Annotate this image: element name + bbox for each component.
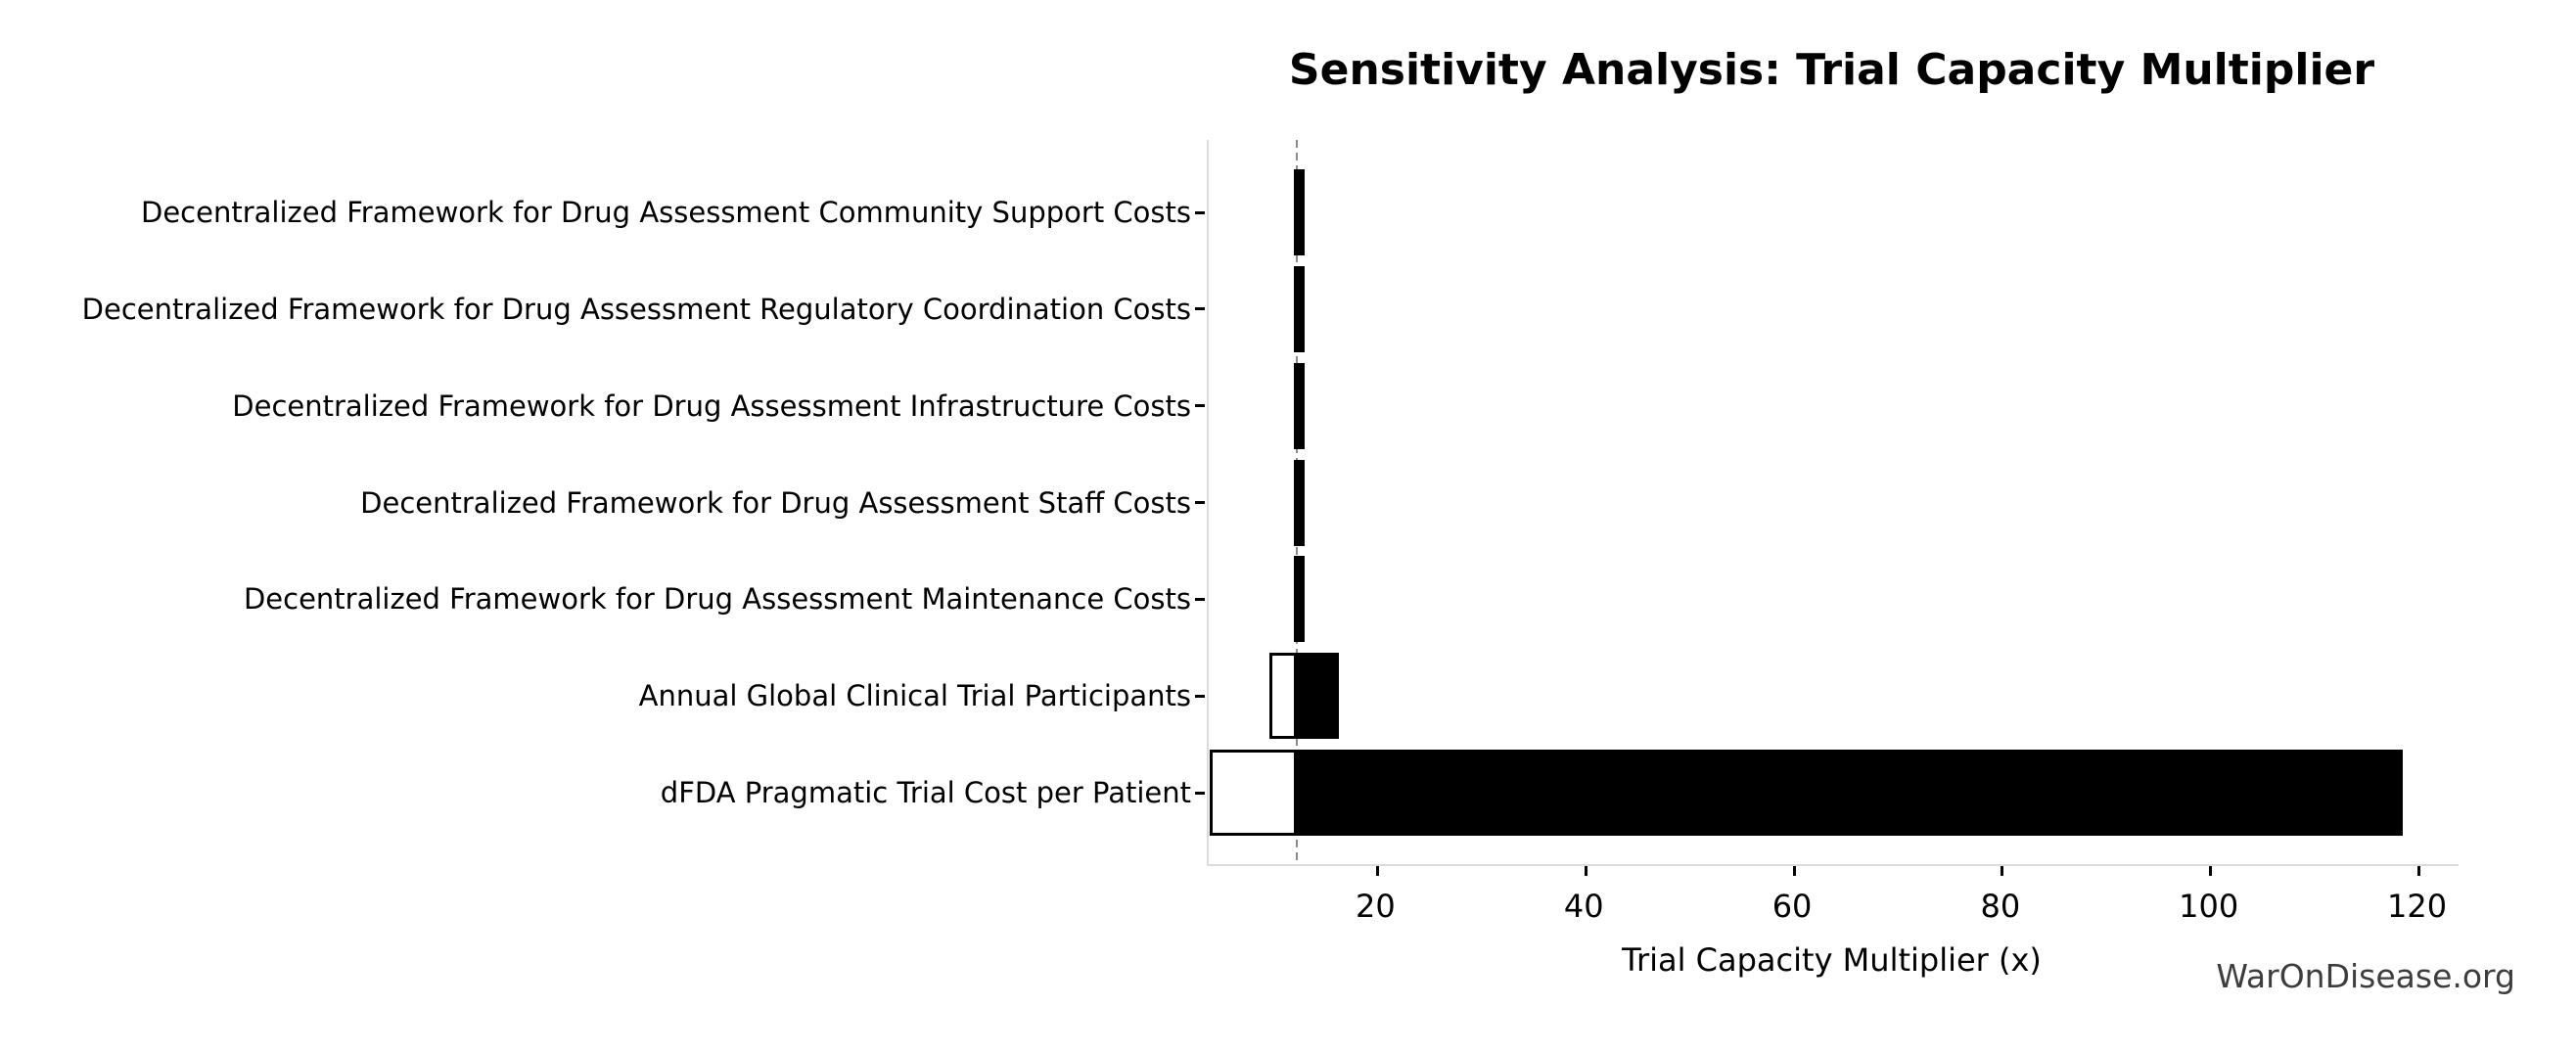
x-axis-tick (1584, 866, 1587, 876)
x-axis-tick-label: 40 (1563, 888, 1604, 925)
y-axis-category-label: Decentralized Framework for Drug Assessm… (81, 292, 1191, 326)
plot-area (1195, 140, 2459, 876)
x-axis-tick-label: 80 (1980, 888, 2021, 925)
x-axis-tick (2417, 866, 2421, 876)
y-axis-category-label: Decentralized Framework for Drug Assessm… (360, 485, 1191, 520)
x-axis-tick (1792, 866, 1796, 876)
y-axis-category-label: Decentralized Framework for Drug Assessm… (141, 196, 1191, 229)
y-axis-category-label: Decentralized Framework for Drug Assessm… (232, 389, 1191, 423)
y-axis-category-label: Annual Global Clinical Trial Participant… (638, 679, 1191, 713)
bar-high-side (1294, 459, 1305, 546)
y-axis-category-label: Decentralized Framework for Drug Assessm… (243, 582, 1191, 617)
x-axis-tick-label: 20 (1356, 888, 1396, 925)
x-axis-tick (2001, 866, 2004, 876)
y-axis-tick (1195, 501, 1205, 505)
y-axis-tick (1195, 210, 1205, 214)
bar-high-side (1294, 556, 1305, 643)
y-axis-tick (1195, 791, 1205, 795)
y-axis-tick (1195, 404, 1205, 408)
y-axis-tick (1195, 694, 1205, 698)
x-axis-tick-label: 100 (2179, 888, 2239, 925)
bar-high-side (1294, 169, 1305, 255)
bar-high-side (1294, 653, 1339, 740)
y-axis-category-label: dFDA Pragmatic Trial Cost per Patient (660, 776, 1191, 810)
watermark-text: WarOnDisease.org (2216, 957, 2515, 995)
bar-low-side (1210, 750, 1301, 837)
x-axis-title: Trial Capacity Multiplier (x) (1622, 941, 2042, 979)
x-axis-tick (1375, 866, 1379, 876)
x-axis-tick (2209, 866, 2213, 876)
x-axis-tick-label: 60 (1771, 888, 1813, 925)
bar-high-side (1294, 750, 2404, 837)
bar-high-side (1294, 362, 1305, 449)
bar-high-side (1294, 265, 1305, 352)
y-axis-tick (1195, 307, 1205, 311)
x-axis-tick-label: 120 (2387, 888, 2448, 925)
chart-title: Sensitivity Analysis: Trial Capacity Mul… (1288, 45, 2375, 95)
y-axis-tick (1195, 597, 1205, 601)
